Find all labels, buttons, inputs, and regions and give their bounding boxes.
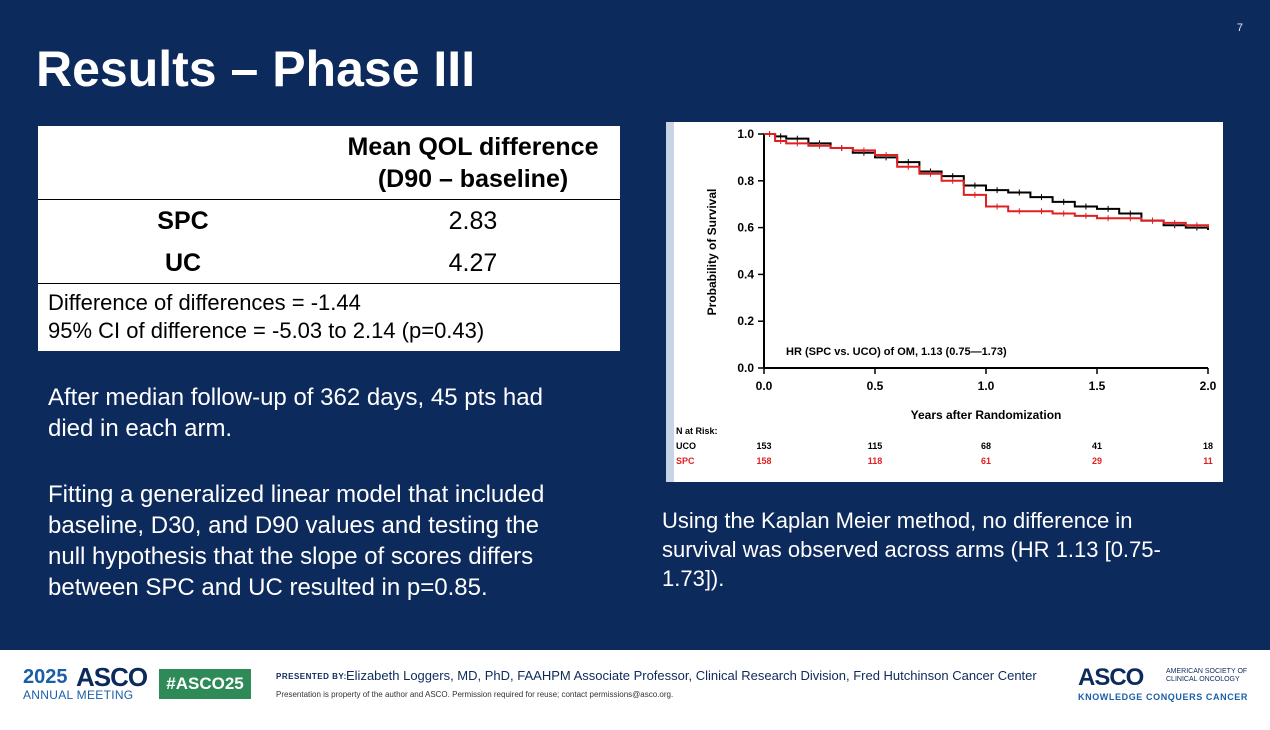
glm-paragraph: Fitting a generalized linear model that …	[48, 479, 618, 603]
asco-society-line: AMERICAN SOCIETY OF	[1166, 668, 1248, 675]
slide: 7 Results – Phase III Mean QOL differenc…	[0, 0, 1270, 650]
y-axis-label: Probability of Survival	[705, 189, 719, 316]
asco-society-name: AMERICAN SOCIETY OF CLINICAL ONCOLOGY	[1166, 668, 1256, 684]
kaplan-meier-chart: Probability of Survival Years after Rand…	[666, 122, 1223, 482]
risk-count: 11	[1203, 456, 1213, 466]
x-tick-label: 0.0	[756, 379, 773, 393]
confidence-interval: 95% CI of difference = -5.03 to 2.14 (p=…	[48, 318, 485, 343]
risk-count: 115	[868, 441, 883, 451]
footer-bar: 2025 ASCO ANNUAL MEETING #ASCO25 PRESENT…	[0, 650, 1270, 730]
x-tick-label: 2.0	[1200, 379, 1217, 393]
asco-tagline: KNOWLEDGE CONQUERS CANCER	[1078, 692, 1249, 702]
table-row: SPC 2.83	[38, 201, 620, 243]
glm-line: Fitting a generalized linear model that …	[48, 481, 545, 508]
risk-count: 68	[981, 441, 991, 451]
caption-line: Using the Kaplan Meier method, no differ…	[662, 508, 1133, 533]
risk-count: 29	[1092, 456, 1102, 466]
y-tick-label: 1.0	[737, 127, 754, 141]
risk-count: 118	[868, 456, 883, 466]
x-tick-label: 1.5	[1089, 379, 1106, 393]
y-tick-label: 0.4	[737, 267, 754, 281]
slide-title: Results – Phase III	[36, 41, 476, 97]
presented-by-label: PRESENTED BY:	[276, 672, 347, 681]
km-chart-svg: Probability of Survival Years after Rand…	[666, 122, 1217, 482]
followup-line: died in each arm.	[48, 415, 233, 442]
glm-line: baseline, D30, and D90 values and testin…	[48, 512, 540, 539]
y-tick-label: 0.6	[737, 221, 754, 235]
qol-header-line1: Mean QOL difference	[347, 133, 599, 161]
followup-paragraph: After median follow-up of 362 days, 45 p…	[48, 382, 618, 444]
row-value-spc: 2.83	[448, 207, 498, 235]
meeting-logo-year: 2025	[23, 666, 68, 688]
chart-caption: Using the Kaplan Meier method, no differ…	[662, 506, 1222, 593]
difference-of-differences: Difference of differences = -1.44	[48, 290, 361, 315]
qol-table-header: Mean QOL difference (D90 – baseline)	[38, 126, 620, 200]
km-curve-spc	[764, 133, 1209, 228]
chart-marks: 0.0 0.2 0.4 0.6 0.8 1.0 0.0 0.5 1.0 1.5 2.0 153 115 6…	[737, 127, 1216, 466]
km-curve-uco	[764, 133, 1209, 230]
qol-table: Mean QOL difference (D90 – baseline) SPC…	[38, 126, 620, 351]
glm-line: between SPC and UC resulted in p=0.85.	[48, 574, 488, 601]
risk-table-label: N at Risk:	[676, 426, 718, 436]
glm-line: null hypothesis that the slope of scores…	[48, 543, 534, 570]
table-row: UC 4.27	[38, 243, 620, 285]
asco-logo: ASCO	[1078, 664, 1144, 691]
risk-count: 153	[756, 441, 771, 451]
y-tick-label: 0.8	[737, 174, 754, 188]
page-number: 7	[1236, 22, 1243, 34]
qol-table-footer: Difference of differences = -1.44 95% CI…	[38, 283, 620, 351]
row-value-uc: 4.27	[448, 249, 498, 277]
qol-header-line2: (D90 – baseline)	[377, 165, 569, 193]
risk-row-spc-name: SPC	[676, 456, 695, 466]
meeting-logo-subtitle: ANNUAL MEETING	[23, 688, 134, 702]
hashtag-badge: #ASCO25	[159, 669, 251, 699]
x-tick-label: 0.5	[867, 379, 884, 393]
meeting-logo-asco: ASCO	[76, 662, 148, 692]
row-label-uc: UC	[164, 249, 202, 277]
caption-line: 1.73]).	[662, 566, 725, 591]
risk-count: 61	[981, 456, 991, 466]
y-tick-label: 0.0	[737, 361, 754, 375]
x-tick-label: 1.0	[978, 379, 995, 393]
caption-line: survival was observed across arms (HR 1.…	[662, 537, 1161, 562]
chart-left-accent	[666, 122, 674, 482]
y-tick-label: 0.2	[737, 314, 754, 328]
followup-line: After median follow-up of 362 days, 45 p…	[48, 384, 543, 411]
disclaimer-text: Presentation is property of the author a…	[276, 690, 674, 699]
hr-annotation: HR (SPC vs. UCO) of OM, 1.13 (0.75—1.73)	[786, 346, 1007, 358]
risk-row-uco-name: UCO	[676, 441, 696, 451]
risk-count: 41	[1092, 441, 1102, 451]
risk-count: 18	[1203, 441, 1213, 451]
row-label-spc: SPC	[157, 207, 209, 235]
x-axis-label: Years after Randomization	[911, 408, 1062, 422]
chart-axes	[763, 134, 1208, 369]
asco-society-line: CLINICAL ONCOLOGY	[1166, 676, 1240, 683]
presenter-name: Elizabeth Loggers, MD, PhD, FAAHPM Assoc…	[346, 668, 1037, 683]
risk-count: 158	[756, 456, 771, 466]
